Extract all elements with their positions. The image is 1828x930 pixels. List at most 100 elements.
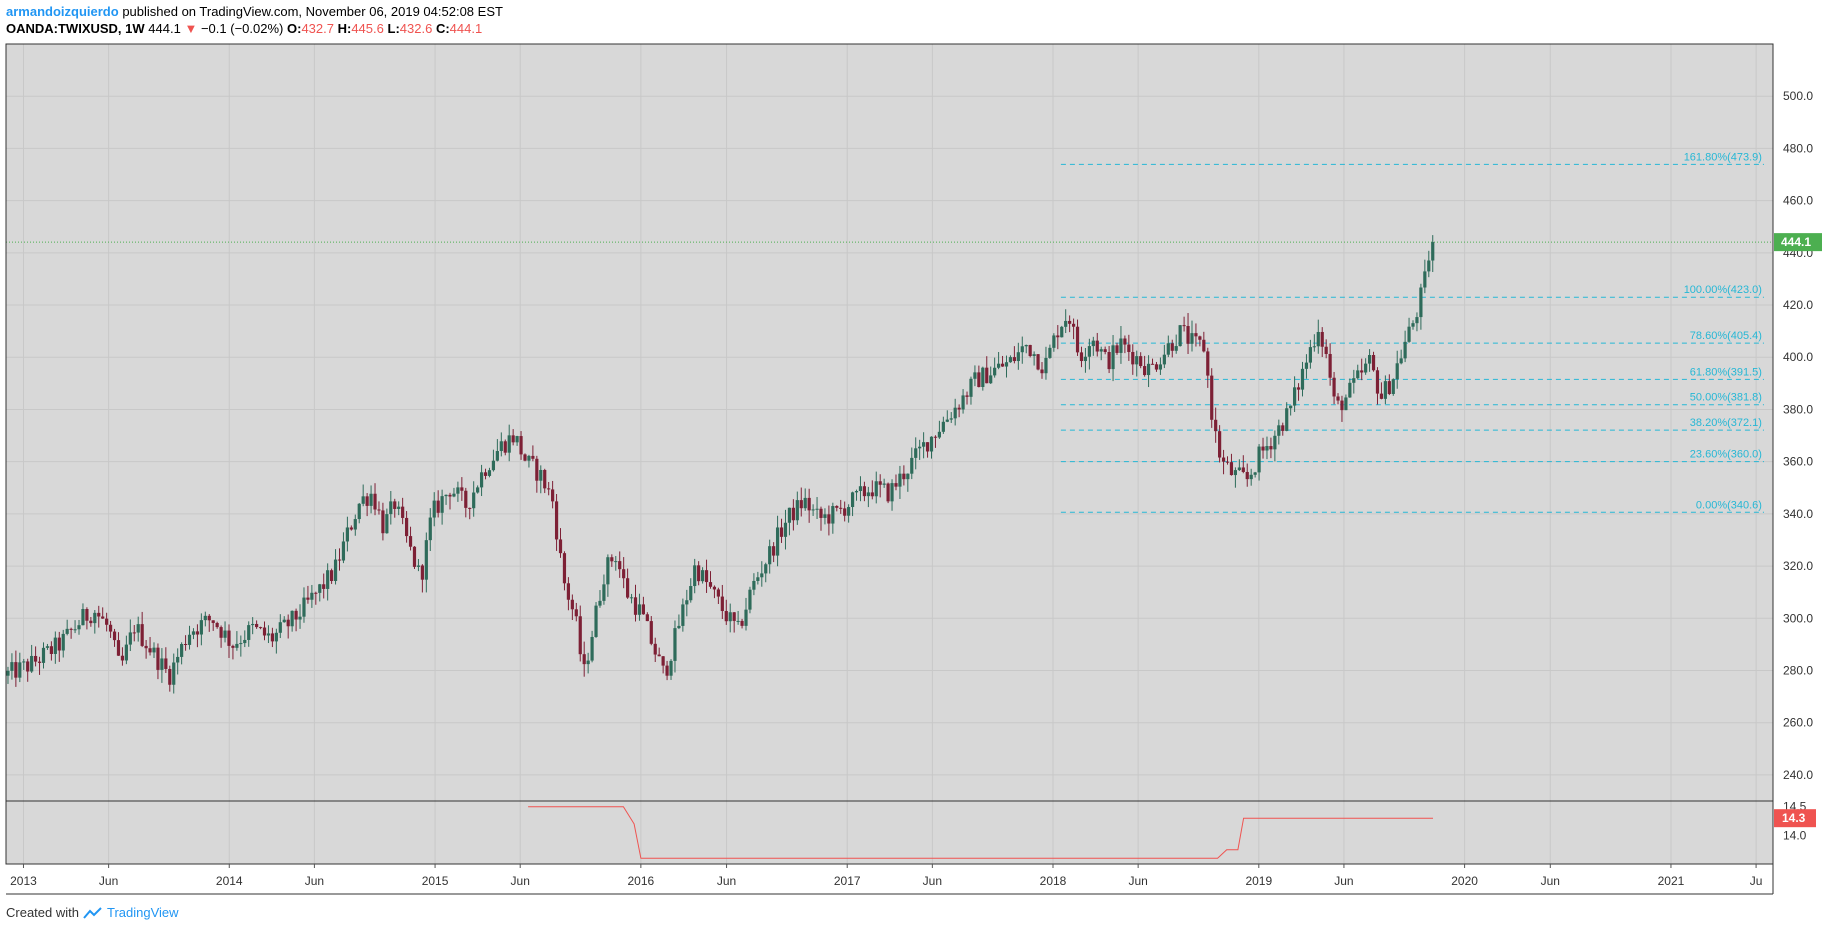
- candle-body: [1431, 242, 1435, 261]
- x-tick-label: Jun: [99, 874, 118, 888]
- candle-body: [180, 644, 184, 657]
- candle-body: [586, 660, 590, 665]
- candle-body: [294, 610, 298, 620]
- candle-body: [1091, 340, 1095, 347]
- candle-body: [839, 507, 843, 509]
- candle-body: [156, 647, 160, 670]
- candle-body: [1344, 397, 1348, 411]
- candle-body: [598, 600, 602, 606]
- candle-body: [499, 441, 503, 452]
- candle-body: [582, 654, 586, 665]
- candle-body: [602, 584, 606, 601]
- candle-body: [515, 436, 519, 443]
- candle-body: [1000, 363, 1005, 367]
- candle-body: [81, 609, 85, 626]
- candle-body: [1316, 331, 1320, 347]
- candle-body: [223, 630, 227, 638]
- candle-body: [1352, 378, 1356, 383]
- candle-body: [551, 489, 555, 502]
- candle-body: [345, 527, 349, 542]
- candle-body: [1324, 346, 1328, 354]
- candle-body: [227, 630, 231, 646]
- candle-body: [1146, 363, 1151, 376]
- candle-body: [203, 615, 207, 621]
- candle-body: [357, 503, 361, 520]
- candle-body: [140, 624, 144, 646]
- candle-body: [1052, 335, 1056, 348]
- candle-body: [1115, 345, 1119, 353]
- fibonacci-retracement[interactable]: 161.80%(473.9) 100.00%(423.0) 78.60%(405.4…: [1060, 151, 1764, 513]
- tradingview-link[interactable]: TradingView: [106, 905, 179, 920]
- y-tick-label: 420.0: [1783, 298, 1813, 312]
- y-tick-label: 380.0: [1783, 402, 1813, 416]
- high-value: 445.6: [351, 21, 384, 36]
- candle-body: [1277, 425, 1281, 436]
- candle-body: [803, 497, 807, 509]
- candle-body: [1186, 326, 1190, 344]
- candle-body: [144, 645, 148, 649]
- candle-body: [985, 367, 989, 384]
- candle-body: [1328, 353, 1332, 378]
- candle-body: [251, 623, 255, 626]
- candle-body: [1198, 336, 1202, 340]
- candle-body: [18, 662, 22, 678]
- candle-body: [953, 407, 957, 419]
- candle-body: [657, 654, 661, 657]
- candle-body: [349, 527, 353, 530]
- candle-body: [720, 596, 724, 612]
- candle-body: [894, 483, 898, 487]
- candle-body: [420, 565, 424, 580]
- candle-body: [452, 493, 456, 497]
- candle-body: [1289, 405, 1293, 409]
- y-tick-label: 340.0: [1783, 507, 1813, 521]
- candle-body: [85, 609, 89, 621]
- candle-body: [1296, 387, 1301, 390]
- candle-body: [1028, 344, 1032, 357]
- candle-body: [653, 643, 657, 655]
- y-tick-label: 320.0: [1783, 559, 1813, 573]
- candle-body: [243, 639, 247, 644]
- candle-body: [1202, 339, 1206, 352]
- candle-body: [858, 486, 863, 492]
- candle-body: [543, 469, 547, 489]
- indicator-last-badge: [1774, 809, 1816, 828]
- price-axis[interactable]: 500.0480.0460.0440.0420.0400.0380.0360.0…: [1783, 89, 1813, 842]
- candle-body: [693, 565, 697, 587]
- candle-body: [570, 599, 574, 610]
- x-tick-label: 2018: [1040, 874, 1067, 888]
- candle-body: [1367, 355, 1372, 364]
- y-tick-label: 280.0: [1783, 663, 1813, 677]
- candle-body: [120, 655, 125, 661]
- candle-body: [1044, 357, 1048, 374]
- x-tick-label: 2015: [422, 874, 449, 888]
- candle-body: [874, 481, 878, 497]
- candle-body: [1123, 338, 1127, 345]
- price-chart[interactable]: 161.80%(473.9) 100.00%(423.0) 78.60%(405.4…: [0, 0, 1828, 900]
- candle-body: [1304, 362, 1309, 369]
- candle-body: [1095, 340, 1099, 352]
- candle-body: [282, 619, 286, 623]
- candle-body: [1269, 446, 1273, 450]
- time-axis[interactable]: 2013 Jun 2014 Jun 2015 Jun 2016 Jun 2017 Jun 2018 J…: [10, 864, 1762, 888]
- candle-body: [614, 561, 618, 563]
- created-with-text: Created with: [6, 905, 79, 920]
- candle-body: [914, 448, 918, 458]
- symbol-label[interactable]: OANDA:TWIXUSD, 1W: [6, 21, 145, 36]
- candle-body: [1127, 344, 1131, 352]
- candle-body: [460, 487, 464, 491]
- candle-body: [1210, 375, 1214, 420]
- candle-body: [1415, 317, 1419, 324]
- candle-body: [1016, 352, 1020, 362]
- candle-body: [298, 616, 302, 620]
- candle-body: [1233, 470, 1238, 476]
- candle-body: [649, 621, 653, 644]
- candle-body: [1218, 431, 1222, 458]
- candle-body: [1107, 352, 1111, 370]
- candle-body: [377, 509, 381, 511]
- candle-body: [1174, 346, 1178, 351]
- change-text: −0.1 (−0.02%): [200, 21, 284, 36]
- candle-body: [1020, 346, 1024, 353]
- candle-body: [432, 500, 436, 518]
- x-tick-label: Jun: [717, 874, 736, 888]
- author-link[interactable]: armandoizquierdo: [6, 4, 119, 19]
